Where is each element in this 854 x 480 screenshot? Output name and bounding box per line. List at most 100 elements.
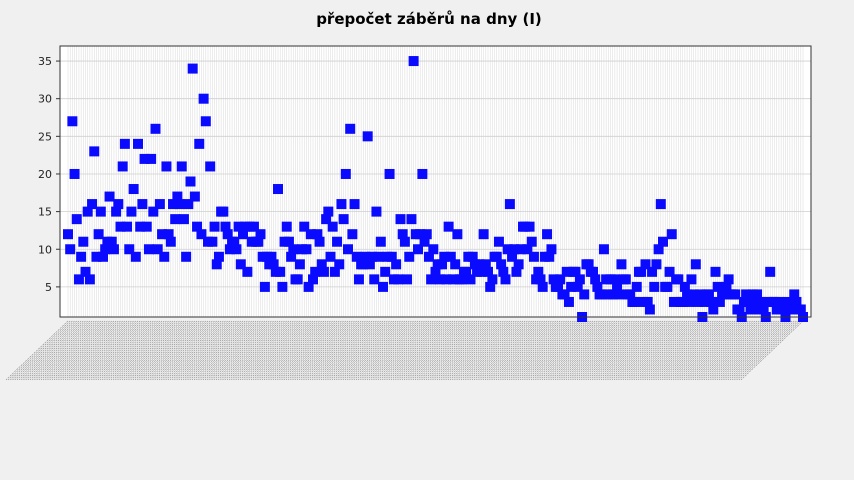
data-point	[308, 274, 318, 285]
data-point	[163, 229, 174, 240]
x-tick-label	[368, 320, 432, 381]
x-tick-label	[14, 320, 77, 381]
data-point	[340, 168, 351, 179]
data-point	[154, 199, 165, 210]
x-tick-label	[390, 320, 454, 381]
x-tick-label	[277, 320, 340, 381]
x-tick-label	[725, 320, 788, 381]
data-point	[658, 236, 668, 247]
x-tick-label	[270, 320, 333, 381]
x-tick-label	[53, 320, 117, 381]
data-point	[347, 229, 358, 240]
x-tick-label	[686, 320, 749, 381]
x-tick-label	[185, 320, 248, 381]
data-point	[456, 274, 467, 285]
x-tick-label	[112, 320, 176, 381]
x-tick-label	[222, 320, 285, 381]
x-tick-label	[261, 320, 325, 381]
x-tick-label	[191, 320, 255, 381]
x-tick-label	[69, 320, 132, 381]
x-tick-label	[530, 320, 594, 381]
data-point	[461, 266, 472, 277]
data-point	[139, 153, 150, 164]
x-tick-label	[714, 320, 777, 381]
data-point	[253, 236, 264, 247]
x-tick-label	[532, 320, 596, 381]
data-point	[235, 259, 246, 270]
x-tick-label	[497, 320, 561, 381]
x-tick-label	[694, 320, 758, 381]
x-tick-label	[244, 320, 307, 381]
x-tick-label	[198, 320, 261, 381]
y-tick-label: 25	[38, 130, 52, 143]
data-point	[192, 221, 203, 232]
x-tick-label	[27, 320, 91, 381]
x-tick-label	[642, 320, 705, 381]
data-point	[165, 236, 176, 247]
x-tick-label	[541, 320, 605, 381]
data-point	[176, 161, 187, 172]
data-point	[196, 229, 207, 240]
data-point	[572, 281, 583, 292]
data-point	[82, 206, 93, 217]
data-point	[69, 168, 80, 179]
data-point	[248, 221, 259, 232]
x-tick-label	[56, 320, 119, 381]
x-tick-label	[388, 320, 452, 381]
x-tick-label	[309, 320, 373, 381]
chart-title: přepočet záběrů na dny (I)	[316, 10, 542, 28]
data-point	[712, 281, 723, 292]
x-tick-label	[314, 320, 377, 381]
data-point	[504, 199, 515, 210]
data-point	[743, 296, 754, 307]
data-point	[364, 259, 375, 270]
data-point	[314, 236, 325, 247]
data-point	[194, 138, 205, 149]
data-point	[509, 244, 520, 255]
data-point	[338, 214, 349, 225]
data-point	[450, 259, 461, 270]
data-point	[84, 274, 95, 285]
x-tick-label	[462, 320, 526, 381]
x-tick-label	[73, 320, 137, 381]
data-point	[294, 259, 305, 270]
x-tick-label	[716, 320, 780, 381]
x-tick-label	[36, 320, 99, 381]
data-point	[157, 229, 168, 240]
data-point	[734, 304, 745, 315]
data-point	[782, 296, 793, 307]
x-tick-label	[476, 320, 539, 381]
x-tick-label	[161, 320, 224, 381]
x-tick-label	[283, 320, 347, 381]
x-tick-label	[371, 320, 434, 381]
data-point	[345, 123, 356, 134]
x-tick-label	[167, 320, 231, 381]
data-point	[65, 244, 76, 255]
x-tick-label	[543, 320, 607, 381]
data-point	[334, 259, 345, 270]
x-tick-label	[64, 320, 128, 381]
x-tick-label	[174, 320, 237, 381]
x-tick-label	[67, 320, 130, 381]
data-point	[135, 221, 146, 232]
data-point	[493, 236, 504, 247]
x-tick-label	[38, 320, 102, 381]
x-tick-label	[32, 320, 95, 381]
data-point	[708, 304, 719, 315]
x-tick-label	[143, 320, 207, 381]
x-tick-label	[563, 320, 627, 381]
data-point	[174, 199, 185, 210]
x-tick-label	[62, 320, 126, 381]
data-point	[329, 266, 340, 277]
x-tick-label	[401, 320, 465, 381]
data-point	[87, 199, 98, 210]
x-tick-label	[729, 320, 793, 381]
x-tick-label	[467, 320, 530, 381]
plot-border	[59, 45, 812, 318]
x-tick-label	[281, 320, 344, 381]
x-tick-label	[10, 320, 73, 381]
x-tick-label	[502, 320, 565, 381]
data-point	[439, 251, 450, 262]
x-tick-label	[231, 320, 294, 381]
data-point	[128, 184, 139, 195]
